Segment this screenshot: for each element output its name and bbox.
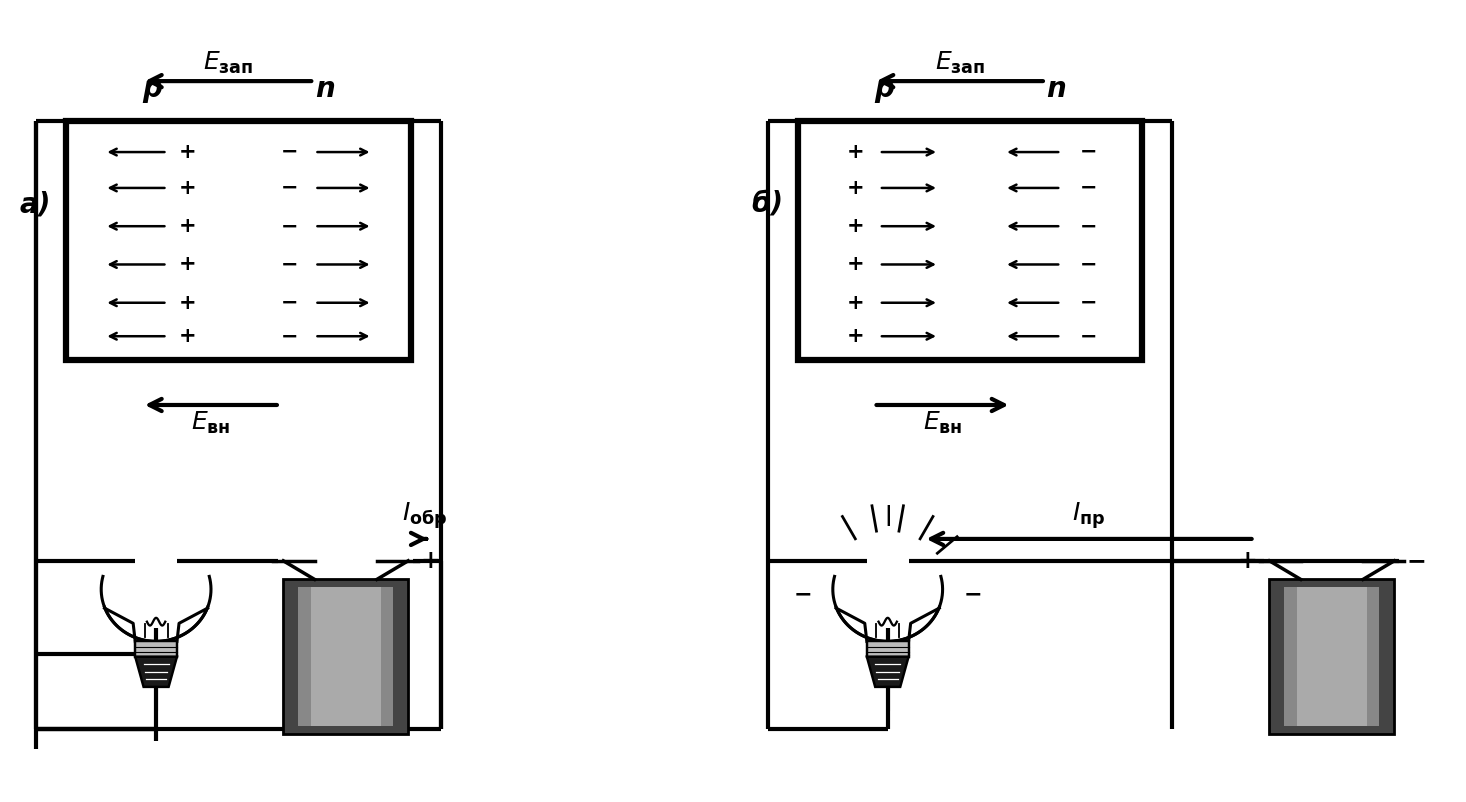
Text: −: − xyxy=(281,178,299,198)
Bar xyxy=(66,121,410,360)
Text: |: | xyxy=(884,504,891,526)
Text: −: − xyxy=(1079,217,1097,237)
Polygon shape xyxy=(135,657,177,687)
Text: −: − xyxy=(281,217,299,237)
Text: −: − xyxy=(1406,549,1426,573)
Text: +: + xyxy=(179,178,196,198)
Text: +: + xyxy=(847,293,865,313)
Text: −: − xyxy=(281,326,299,346)
Text: б): б) xyxy=(751,191,783,219)
Text: −: − xyxy=(281,254,299,274)
Bar xyxy=(311,587,381,726)
Bar xyxy=(866,642,909,657)
Text: +: + xyxy=(1237,549,1258,573)
Text: +: + xyxy=(179,326,196,346)
Bar xyxy=(1270,579,1394,734)
Text: +: + xyxy=(179,142,196,162)
Bar xyxy=(1284,587,1380,726)
Text: n: n xyxy=(1047,75,1066,103)
Polygon shape xyxy=(866,657,909,687)
Text: n: n xyxy=(315,75,334,103)
Text: $E_{\mathbf{вн}}$: $E_{\mathbf{вн}}$ xyxy=(922,410,962,436)
Text: p: p xyxy=(142,75,163,103)
Text: $E_{\mathbf{зап}}$: $E_{\mathbf{зап}}$ xyxy=(934,50,985,76)
Text: +: + xyxy=(847,178,865,198)
Text: +: + xyxy=(179,293,196,313)
Text: −: − xyxy=(1079,326,1097,346)
Text: $E_{\mathbf{зап}}$: $E_{\mathbf{зап}}$ xyxy=(202,50,254,76)
Text: $E_{\mathbf{вн}}$: $E_{\mathbf{вн}}$ xyxy=(191,410,230,436)
Text: +: + xyxy=(421,549,440,573)
Text: +: + xyxy=(847,254,865,274)
Bar xyxy=(798,121,1142,360)
Text: а): а) xyxy=(19,191,51,219)
Text: p: p xyxy=(874,75,894,103)
Bar xyxy=(1297,587,1366,726)
Text: −: − xyxy=(1079,293,1097,313)
Text: −: − xyxy=(963,585,982,605)
Text: −: − xyxy=(281,293,299,313)
Text: +: + xyxy=(179,217,196,237)
Text: +: + xyxy=(847,326,865,346)
Text: −: − xyxy=(252,549,271,573)
Bar xyxy=(298,587,393,726)
Text: −: − xyxy=(281,142,299,162)
Text: −: − xyxy=(1079,254,1097,274)
Text: −: − xyxy=(793,585,812,605)
Text: +: + xyxy=(847,217,865,237)
Text: $I_{\mathbf{обр}}$: $I_{\mathbf{обр}}$ xyxy=(402,500,447,531)
Bar xyxy=(283,579,408,734)
Text: +: + xyxy=(179,254,196,274)
Text: $I_{\mathbf{пр}}$: $I_{\mathbf{пр}}$ xyxy=(1073,500,1105,531)
Text: +: + xyxy=(847,142,865,162)
Bar xyxy=(135,642,177,657)
Text: −: − xyxy=(1079,142,1097,162)
Text: −: − xyxy=(1079,178,1097,198)
